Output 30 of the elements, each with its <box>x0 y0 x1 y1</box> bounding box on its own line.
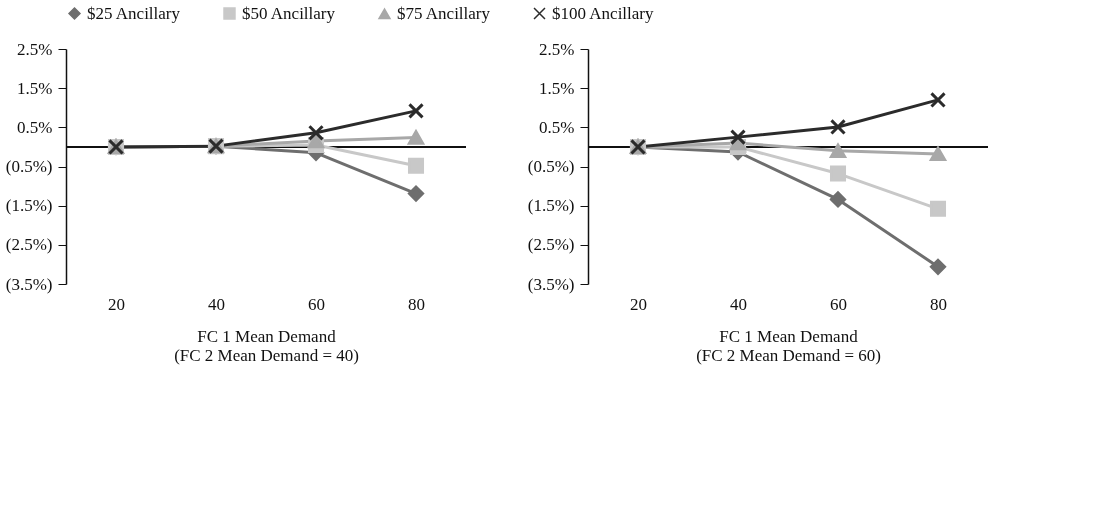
y-tick-label: (3.5%) <box>5 274 53 294</box>
legend-label: $75 Ancillary <box>397 3 491 23</box>
x-tick-label: 20 <box>108 294 125 314</box>
legend-label: $100 Ancillary <box>552 3 655 23</box>
y-tick-label: (2.5%) <box>5 235 53 255</box>
y-tick-label: 2.5% <box>17 39 53 59</box>
y-tick-label: (1.5%) <box>5 196 53 216</box>
y-tick-label: (1.5%) <box>527 196 575 216</box>
y-tick-label: 1.5% <box>539 78 575 98</box>
x-tick-label: 40 <box>208 294 225 314</box>
text: (FC 2 Mean Demand = 40) <box>174 345 359 365</box>
legend-label: $25 Ancillary <box>87 3 181 23</box>
y-tick-label: 0.5% <box>17 117 53 137</box>
y-tick-label: 1.5% <box>17 78 53 98</box>
x-tick-label: 80 <box>408 294 425 314</box>
x-axis-title: FC 1 Mean Demand <box>719 326 859 346</box>
x-tick-label: 60 <box>830 294 847 314</box>
legend-label: $50 Ancillary <box>242 3 336 23</box>
y-tick-label: (0.5%) <box>5 157 53 176</box>
y-tick-label: 0.5% <box>539 117 575 137</box>
y-tick-label: 2.5% <box>539 39 575 59</box>
x-tick-label: 60 <box>308 294 325 314</box>
y-tick-label: (0.5%) <box>527 157 575 176</box>
y-tick-label: (3.5%) <box>527 274 575 294</box>
x-tick-label: 80 <box>930 294 947 314</box>
x-tick-label: 20 <box>630 294 647 314</box>
x-tick-label: 40 <box>730 294 747 314</box>
text: (FC 2 Mean Demand = 60) <box>696 345 881 365</box>
y-tick-label: (2.5%) <box>527 235 575 255</box>
x-axis-title: FC 1 Mean Demand <box>197 326 337 346</box>
